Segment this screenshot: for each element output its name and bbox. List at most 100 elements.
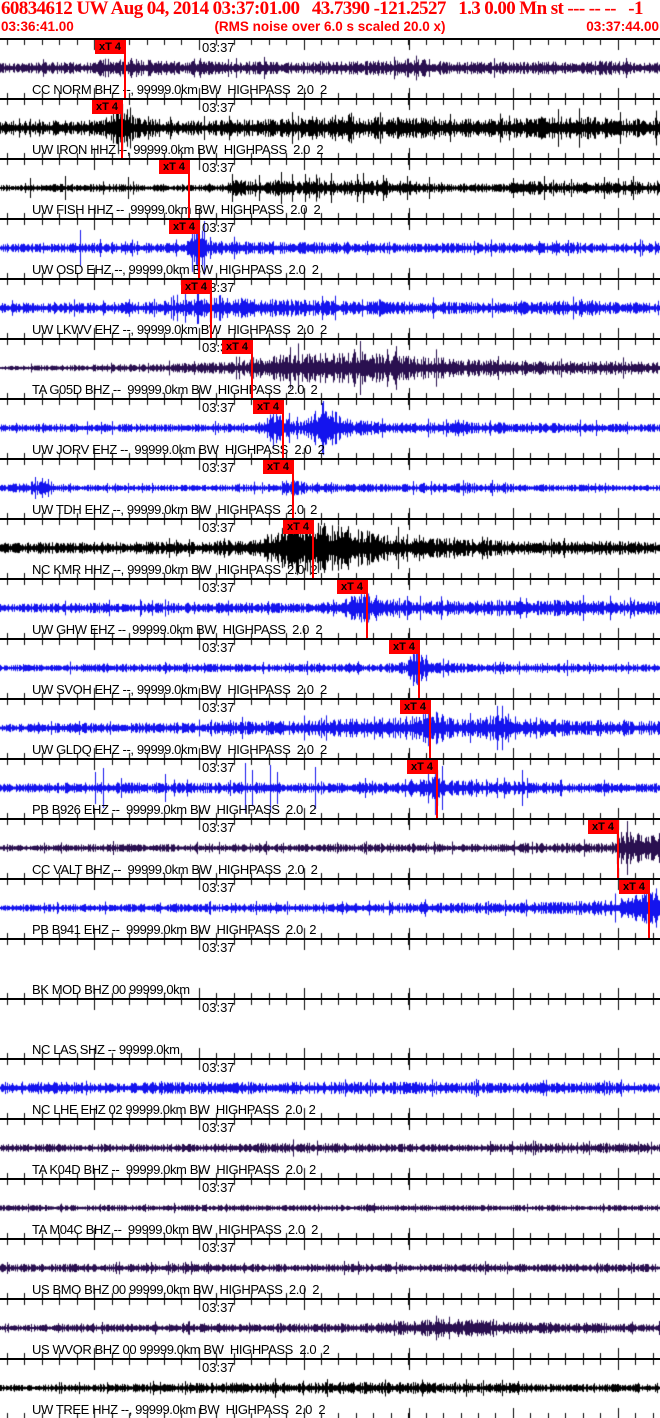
trace-row: 03:37 UW TREE HHZ --, 99999.0km BW HIGHP…	[0, 1358, 660, 1418]
trace-row: 03:37 UW OSD EHZ --, 99999.0km BW HIGHPA…	[0, 218, 660, 278]
pick-flag[interactable]: xT 4	[337, 580, 367, 594]
trace-row: 03:37 UW GLDQ EHZ --, 99999.0km BW HIGHP…	[0, 698, 660, 758]
waveform-canvas[interactable]	[0, 1120, 660, 1178]
pick-line	[418, 640, 420, 698]
minute-label: 03:37	[202, 580, 235, 595]
trace-row: 03:37 UW SVOH EHZ --, 99999.0km BW HIGHP…	[0, 638, 660, 698]
scaling-note: (RMS noise over 6.0 s scaled 20.0 x)	[214, 19, 446, 34]
pick-flag[interactable]: xT 4	[389, 640, 419, 654]
minute-label: 03:37	[202, 40, 235, 55]
station-label: TA G05D BHZ -- 99999.0km BW HIGHPASS 2.0…	[32, 382, 318, 397]
station-label: NC LAS SHZ -- 99999.0km	[32, 1042, 180, 1057]
waveform-canvas[interactable]	[0, 940, 660, 998]
station-label: UW TREE HHZ --, 99999.0km BW HIGHPASS 2.…	[32, 1402, 326, 1417]
header-subline: 03:36:41.00 (RMS noise over 6.0 s scaled…	[0, 19, 660, 37]
pick-line	[210, 280, 212, 338]
waveform-canvas[interactable]	[0, 400, 660, 458]
trace-row: 03:37 UW JORV EHZ -- 99999.0km BW HIGHPA…	[0, 398, 660, 458]
trace-row: 03:37 TA G05D BHZ -- 99999.0km BW HIGHPA…	[0, 338, 660, 398]
minute-label: 03:37	[202, 1180, 235, 1195]
pick-flag[interactable]: xT 4	[253, 400, 283, 414]
pick-line	[292, 460, 294, 518]
station-label: TA M04C BHZ -- 99999.0km BW HIGHPASS 2.0…	[32, 1222, 318, 1237]
waveform-canvas[interactable]	[0, 1180, 660, 1238]
waveform-canvas[interactable]	[0, 580, 660, 638]
minute-label: 03:37	[202, 220, 235, 235]
waveform-canvas[interactable]	[0, 1000, 660, 1058]
waveform-canvas[interactable]	[0, 700, 660, 758]
pick-line	[124, 40, 126, 98]
waveform-canvas[interactable]	[0, 460, 660, 518]
trace-row: 03:37 NC LAS SHZ -- 99999.0km	[0, 998, 660, 1058]
station-label: PB B926 EHZ -- 99999.0km BW HIGHPASS 2.0…	[32, 802, 317, 817]
station-label: NC KMR HHZ --, 99999.0km BW HIGHPASS 2.0…	[32, 562, 318, 577]
minute-label: 03:37	[202, 460, 235, 475]
pick-flag[interactable]: xT 4	[407, 760, 437, 774]
pick-line	[312, 520, 314, 578]
station-label: UW JORV EHZ -- 99999.0km BW HIGHPASS 2.0…	[32, 442, 325, 457]
trace-row: 03:37 UW GHW EHZ -- 99999.0km BW HIGHPAS…	[0, 578, 660, 638]
pick-flag[interactable]: xT 4	[169, 220, 199, 234]
minute-label: 03:37	[202, 700, 235, 715]
trace-row: 03:37 UW FISH HHZ -- 99999.0km BW HIGHPA…	[0, 158, 660, 218]
minute-label: 03:37	[202, 1360, 235, 1375]
station-label: US BMO BHZ 00 99999.0km BW HIGHPASS 2.0 …	[32, 1282, 320, 1297]
pick-flag[interactable]: xT 4	[619, 880, 649, 894]
waveform-canvas[interactable]	[0, 820, 660, 878]
trace-row: 03:37 NC KMR HHZ --, 99999.0km BW HIGHPA…	[0, 518, 660, 578]
minute-label: 03:37	[202, 760, 235, 775]
waveform-canvas[interactable]	[0, 1300, 660, 1358]
pick-line	[282, 400, 284, 458]
pick-flag[interactable]: xT 4	[181, 280, 211, 294]
pick-line	[429, 700, 431, 758]
trace-row: 03:37 UW IRON HHZ --, 99999.0km BW HIGHP…	[0, 98, 660, 158]
pick-flag[interactable]: xT 4	[400, 700, 430, 714]
pick-flag[interactable]: xT 4	[283, 520, 313, 534]
station-label: UW SVOH EHZ --, 99999.0km BW HIGHPASS 2.…	[32, 682, 327, 697]
trace-row: 03:37 CC VALT BHZ -- 99999.0km BW HIGHPA…	[0, 818, 660, 878]
station-label: UW GLDQ EHZ --, 99999.0km BW HIGHPASS 2.…	[32, 742, 327, 757]
waveform-canvas[interactable]	[0, 1360, 660, 1418]
station-label: UW OSD EHZ --, 99999.0km BW HIGHPASS 2.0…	[32, 262, 319, 277]
waveform-canvas[interactable]	[0, 1240, 660, 1298]
waveform-canvas[interactable]	[0, 1060, 660, 1118]
pick-flag[interactable]: xT 4	[588, 820, 618, 834]
trace-row: 03:37 UW TDH EHZ --, 99999.0km BW HIGHPA…	[0, 458, 660, 518]
pick-line	[198, 220, 200, 278]
station-label: UW LKWV EHZ --, 99999.0km BW HIGHPASS 2.…	[32, 322, 327, 337]
waveform-canvas[interactable]	[0, 520, 660, 578]
station-label: NC LHE EHZ 02 99999.0km BW HIGHPASS 2.0 …	[32, 1102, 316, 1117]
minute-label: 03:37	[202, 1000, 235, 1015]
station-label: UW FISH HHZ -- 99999.0km BW HIGHPASS 2.0…	[32, 202, 321, 217]
pick-flag[interactable]: xT 4	[92, 100, 122, 114]
station-label: CC VALT BHZ -- 99999.0km BW HIGHPASS 2.0…	[32, 862, 318, 877]
waveform-canvas[interactable]	[0, 640, 660, 698]
waveform-canvas[interactable]	[0, 760, 660, 818]
minute-label: 03:37	[202, 400, 235, 415]
waveform-canvas[interactable]	[0, 160, 660, 218]
pick-line	[648, 880, 650, 938]
station-label: PB B941 EHZ -- 99999.0km BW HIGHPASS 2.0…	[32, 922, 317, 937]
pick-flag[interactable]: xT 4	[263, 460, 293, 474]
waveform-canvas[interactable]	[0, 220, 660, 278]
trace-row: 03:37 TA K04D BHZ -- 99999.0km BW HIGHPA…	[0, 1118, 660, 1178]
pick-line	[617, 820, 619, 878]
station-label: UW IRON HHZ --, 99999.0km BW HIGHPASS 2.…	[32, 142, 324, 157]
pick-flag[interactable]: xT 4	[95, 40, 125, 54]
trace-row: 03:37 US BMO BHZ 00 99999.0km BW HIGHPAS…	[0, 1238, 660, 1298]
trace-row: 03:37 TA M04C BHZ -- 99999.0km BW HIGHPA…	[0, 1178, 660, 1238]
waveform-canvas[interactable]	[0, 340, 660, 398]
minute-label: 03:37	[202, 1300, 235, 1315]
event-summary: 60834612 UW Aug 04, 2014 03:37:01.00 43.…	[1, 0, 643, 19]
trace-row: 03:37 PB B926 EHZ -- 99999.0km BW HIGHPA…	[0, 758, 660, 818]
pick-line	[121, 100, 123, 158]
waveform-canvas[interactable]	[0, 880, 660, 938]
pick-flag[interactable]: xT 4	[159, 160, 189, 174]
trace-row: 03:37 UW LKWV EHZ --, 99999.0km BW HIGHP…	[0, 278, 660, 338]
pick-line	[436, 760, 438, 818]
minute-label: 03:37	[202, 880, 235, 895]
pick-flag[interactable]: xT 4	[222, 340, 252, 354]
waveform-canvas[interactable]	[0, 280, 660, 338]
station-label: UW TDH EHZ --, 99999.0km BW HIGHPASS 2.0…	[32, 502, 317, 517]
